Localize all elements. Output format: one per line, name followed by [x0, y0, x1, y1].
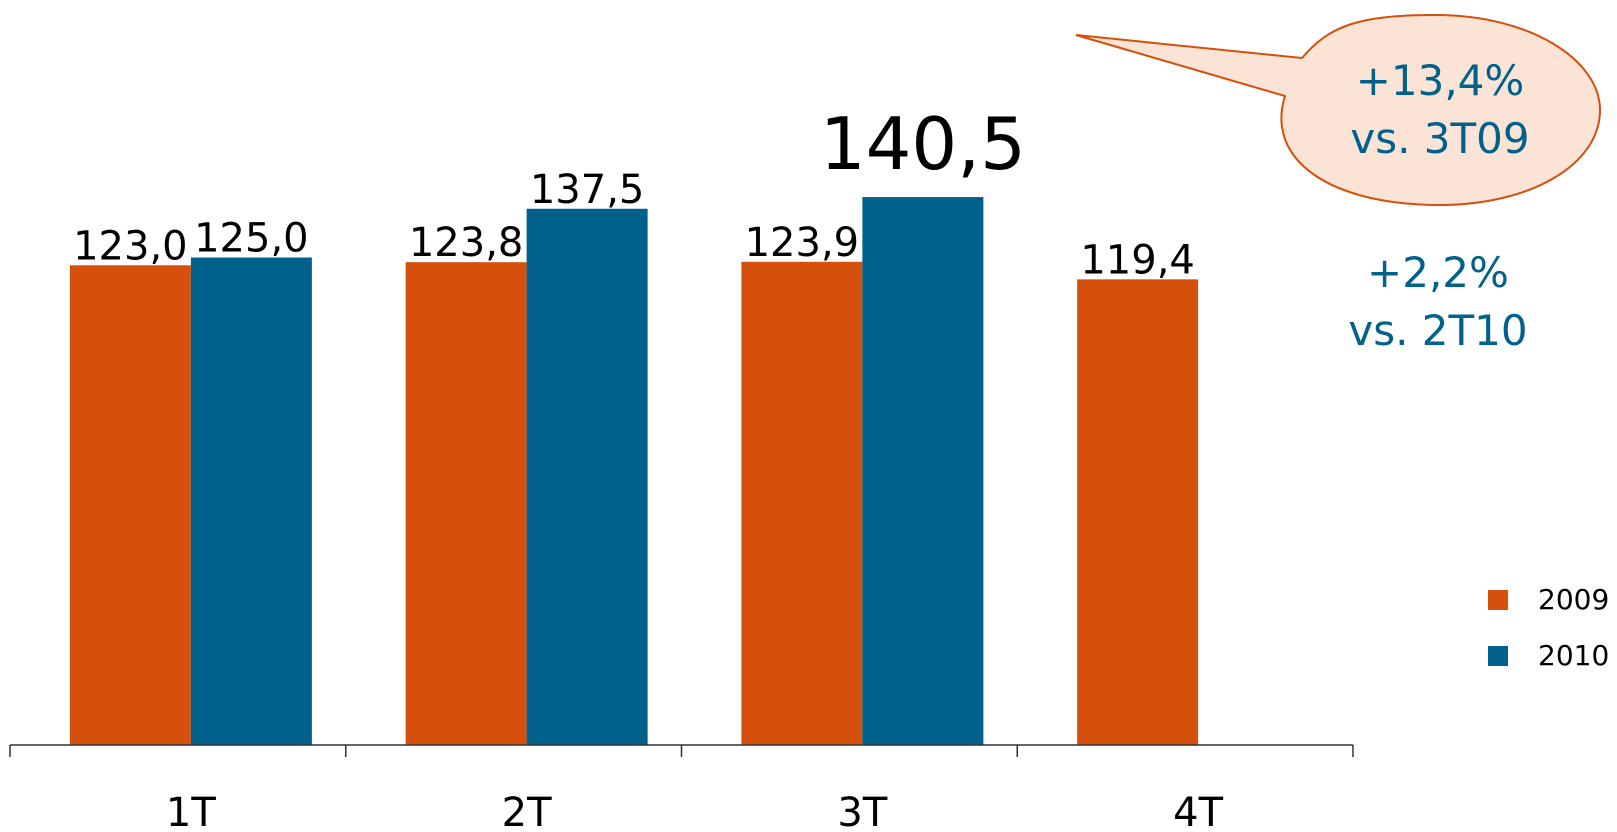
data-label: 119,4 — [1080, 237, 1195, 283]
x-tick-label: 3T — [837, 790, 887, 832]
legend-item-2010: 2010 — [1488, 640, 1617, 672]
legend-swatch-2009 — [1488, 590, 1508, 610]
bar-2009-3T — [741, 261, 863, 745]
bar-2009-2T — [405, 262, 527, 745]
legend-swatch-2010 — [1488, 646, 1508, 666]
legend-label-2009: 2009 — [1538, 583, 1610, 616]
bar-2009-4T — [1077, 279, 1199, 745]
note-text: +2,2% vs. 2T10 — [1318, 244, 1558, 360]
data-label: 125,0 — [194, 216, 309, 262]
bar-2009-1T — [69, 265, 191, 745]
note-line-2: vs. 2T10 — [1348, 306, 1528, 355]
x-tick-label: 2T — [502, 790, 552, 832]
callout-bubble — [1075, 13, 1602, 207]
callout-text: +13,4% vs. 3T09 — [1320, 52, 1560, 168]
data-label: 123,8 — [409, 220, 524, 266]
data-label: 123,9 — [745, 220, 860, 266]
bar-2010-1T — [190, 257, 312, 745]
note-line-1: +2,2% — [1367, 248, 1509, 297]
legend-item-2009: 2009 — [1488, 584, 1617, 616]
callout-line-2: vs. 3T09 — [1350, 114, 1530, 163]
callout-line-1: +13,4% — [1355, 56, 1525, 105]
legend-label-2010: 2010 — [1538, 639, 1610, 672]
data-label: 137,5 — [530, 167, 645, 213]
x-tick-label: 4T — [1173, 790, 1223, 832]
callout-bubble-shape — [1075, 13, 1602, 207]
bar-2010-2T — [526, 208, 648, 745]
bar-2010-3T — [862, 197, 984, 746]
data-label-highlighted: 140,5 — [820, 102, 1026, 186]
x-tick-label: 1T — [166, 790, 216, 832]
data-label: 123,0 — [73, 223, 188, 269]
